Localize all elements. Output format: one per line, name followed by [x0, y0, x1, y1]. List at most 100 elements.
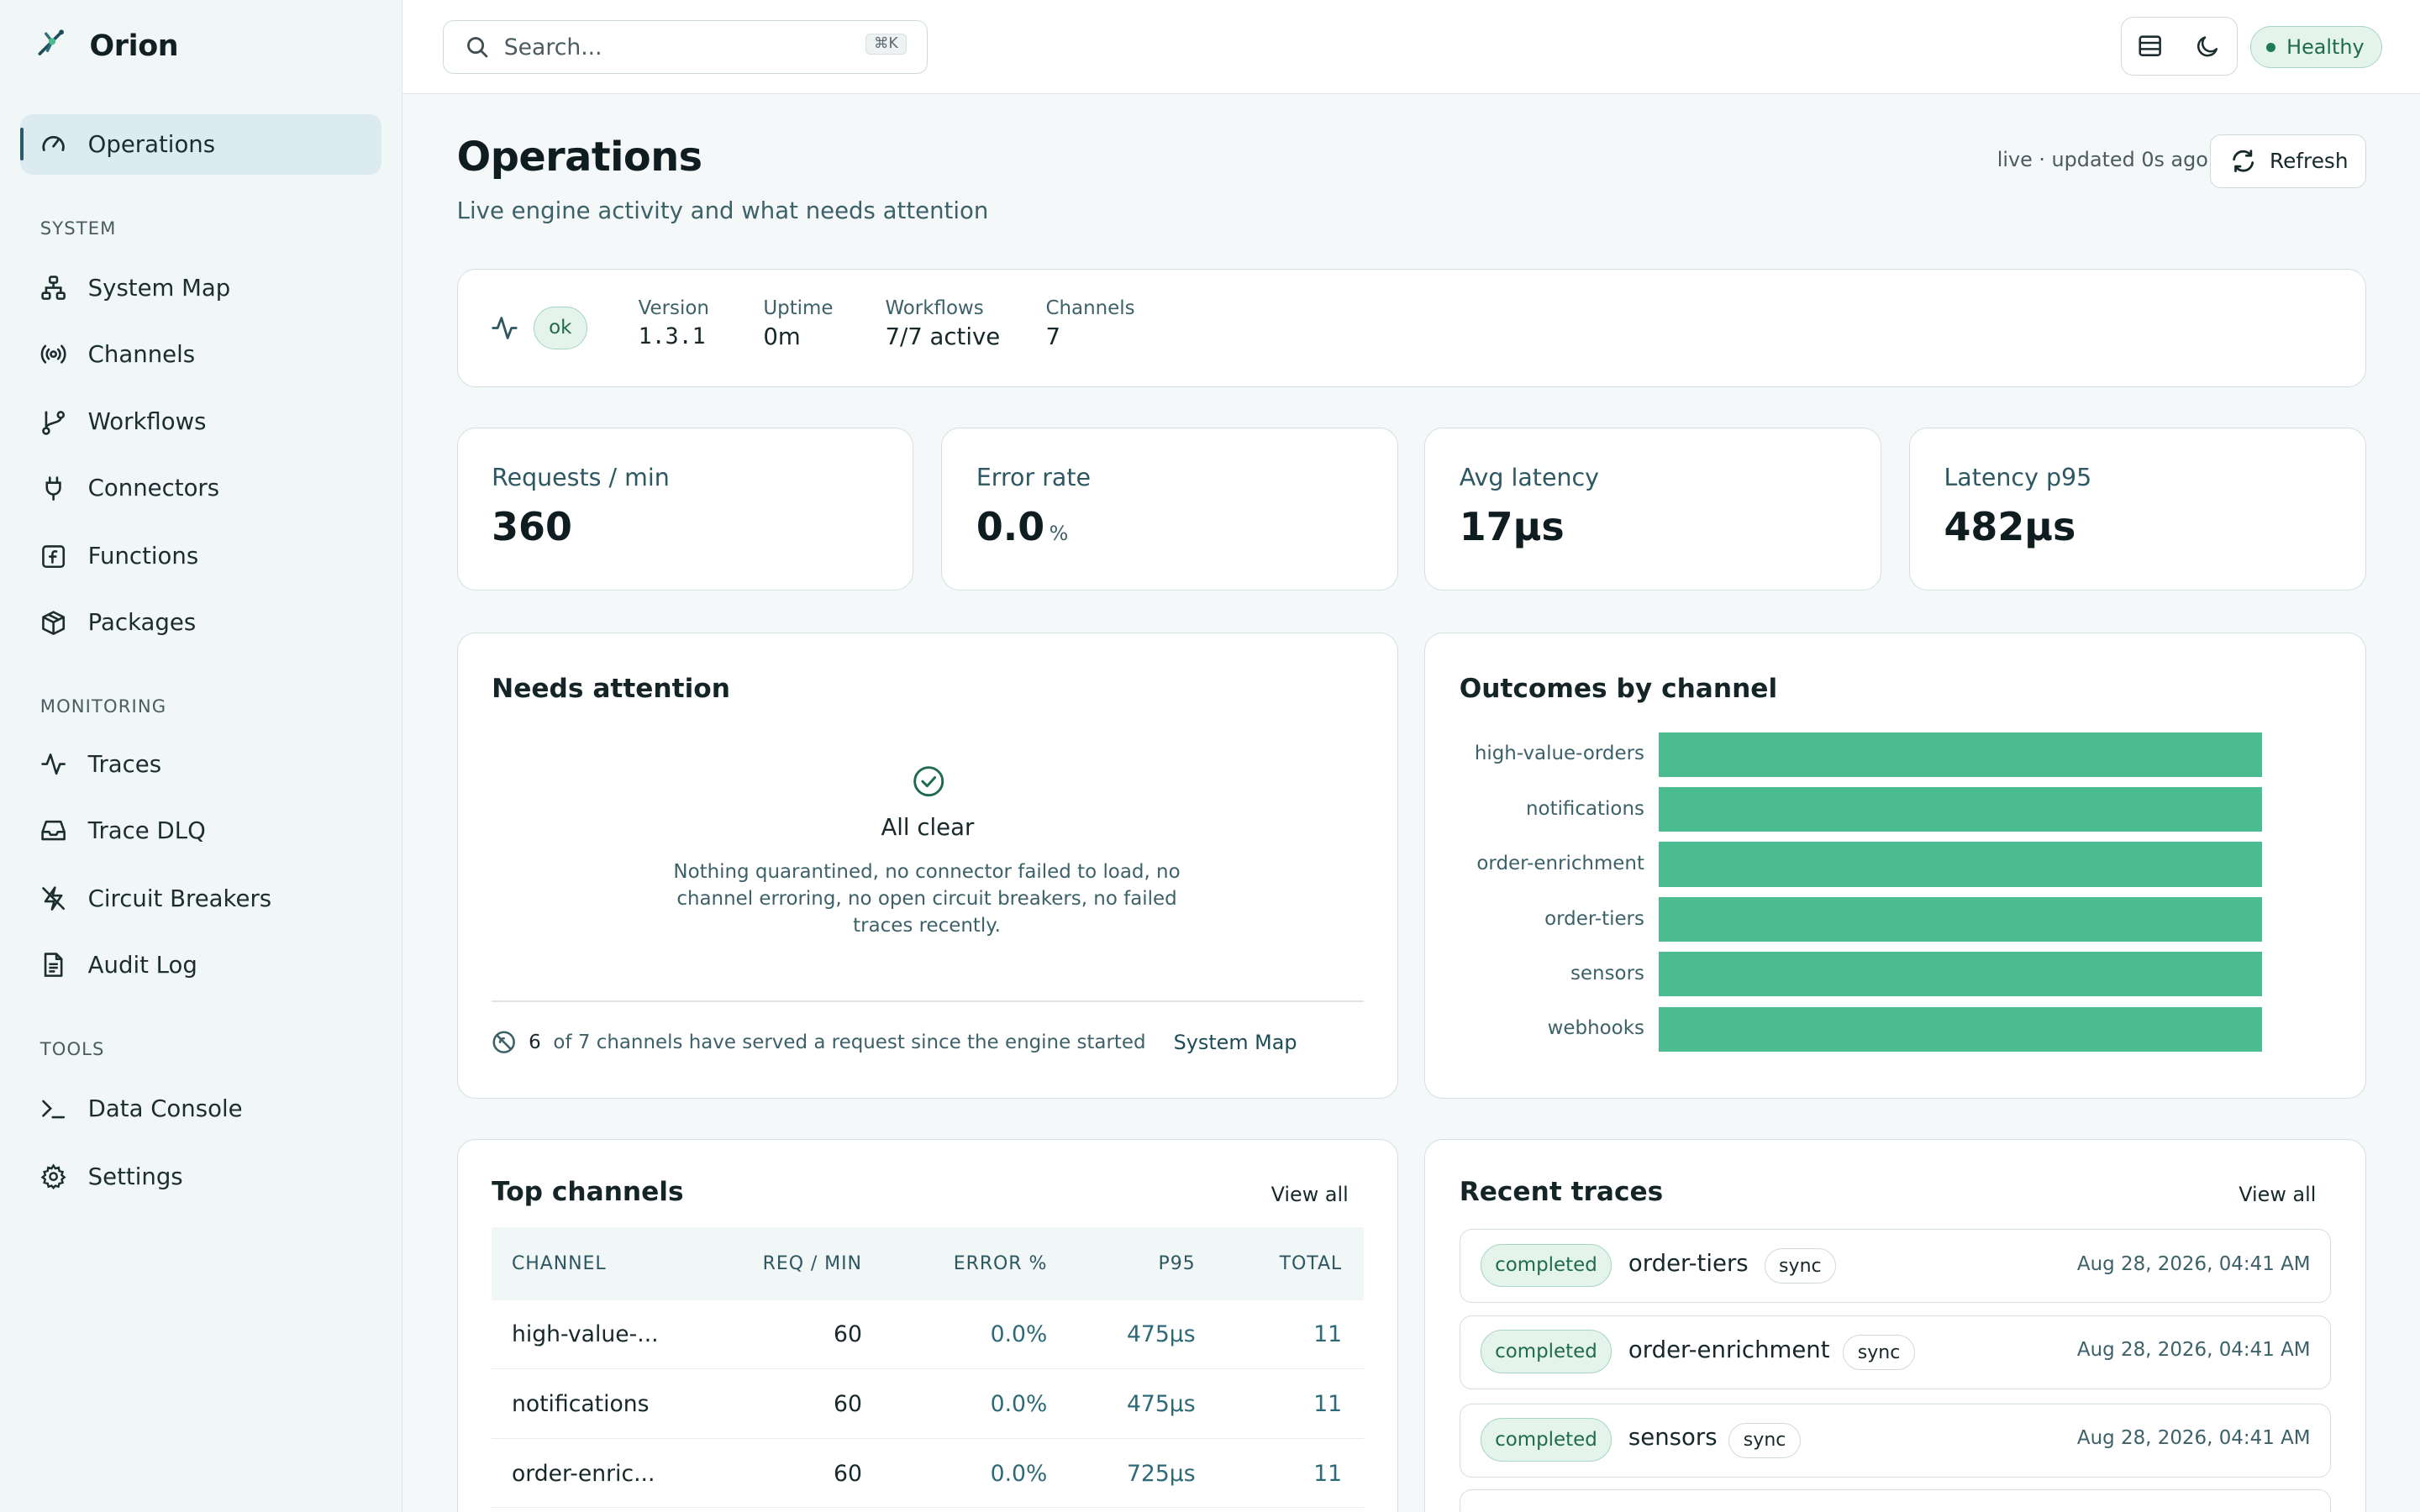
column-header[interactable]: REQ / MIN — [762, 1253, 862, 1275]
trace-time: Aug 28, 2026, 04:41 AM — [2076, 1427, 2311, 1450]
column-header[interactable]: ERROR % — [953, 1253, 1048, 1275]
trace-name: sensors — [1628, 1424, 1718, 1452]
health-status-badge[interactable]: Healthy — [2249, 26, 2382, 68]
uptime-stat: Uptime 0m — [763, 297, 833, 351]
bar[interactable] — [1658, 952, 2262, 997]
section-label-system: SYSTEM — [39, 217, 117, 239]
sidebar-item-traces[interactable]: Traces — [20, 734, 381, 795]
radio-broadcast-icon — [40, 344, 66, 364]
sidebar-item-label: Channels — [87, 340, 196, 368]
sidebar-item-settings[interactable]: Settings — [20, 1147, 381, 1207]
channel-name: high-value-... — [511, 1321, 659, 1348]
bar-label: sensors — [1570, 962, 1644, 984]
sidebar-item-label: Settings — [87, 1163, 183, 1190]
view-all-channels-link[interactable]: View all — [1270, 1182, 1349, 1206]
check-circle-icon — [913, 766, 944, 797]
search-input[interactable]: Search... ⌘K — [443, 19, 928, 75]
total: 11 — [1313, 1390, 1343, 1417]
total: 11 — [1313, 1460, 1343, 1487]
column-header[interactable]: CHANNEL — [511, 1253, 607, 1275]
all-clear-title: All clear — [881, 813, 975, 841]
theme-toggle-button[interactable] — [2179, 18, 2237, 73]
outcomes-by-channel-panel: Outcomes by channel high-value-orders not… — [1424, 633, 2366, 1099]
activity-icon — [41, 753, 66, 775]
bar-label: order-tiers — [1544, 907, 1644, 930]
sidebar-item-data-console[interactable]: Data Console — [20, 1079, 381, 1139]
channel-name: notifications — [511, 1390, 650, 1417]
sidebar-item-functions[interactable]: Functions — [20, 526, 381, 586]
metric-card-latency-p95: Latency p95 482μs — [1909, 427, 2366, 591]
trace-row[interactable]: completed order-tiers sync Aug 28, 2026,… — [1459, 1229, 2332, 1304]
bar-label: webhooks — [1547, 1017, 1644, 1040]
plug-icon — [45, 476, 61, 501]
table-row[interactable]: order-enric... 60 0.0% 725μs 11 — [492, 1441, 1364, 1509]
view-all-traces-link[interactable]: View all — [2238, 1182, 2317, 1206]
gauge-icon — [42, 136, 65, 152]
sidebar-item-system-map[interactable]: System Map — [20, 258, 381, 318]
sidebar-item-label: Traces — [87, 751, 162, 779]
bar[interactable] — [1658, 842, 2262, 887]
workflows-label: Workflows — [885, 297, 984, 319]
refresh-icon — [2233, 150, 2254, 173]
trace-mode-badge: sync — [1764, 1248, 1837, 1284]
trace-time: Aug 28, 2026, 04:41 AM — [2076, 1339, 2311, 1362]
sidebar-item-packages[interactable]: Packages — [20, 592, 381, 653]
column-header[interactable]: P95 — [1158, 1253, 1196, 1275]
section-label-monitoring: MONITORING — [39, 696, 167, 717]
panel-title: Needs attention — [492, 673, 730, 704]
error-pct: 0.0% — [990, 1390, 1048, 1417]
recent-traces-panel: Recent traces View all completed order-t… — [1424, 1138, 2366, 1512]
metric-label: Avg latency — [1459, 464, 1599, 491]
trace-row[interactable]: completed sensors sync Aug 28, 2026, 04:… — [1459, 1403, 2332, 1478]
sidebar-item-workflows[interactable]: Workflows — [20, 392, 381, 453]
bar-label: notifications — [1526, 797, 1644, 820]
file-text-icon — [44, 953, 63, 978]
p95: 725μs — [1126, 1460, 1196, 1487]
layout-toggle-button[interactable] — [2122, 18, 2180, 73]
trace-time: Aug 28, 2026, 04:41 AM — [2076, 1252, 2311, 1275]
bar[interactable] — [1658, 786, 2262, 832]
package-icon — [41, 610, 65, 635]
sidebar-item-circuit-breakers[interactable]: Circuit Breakers — [20, 869, 381, 929]
bar[interactable] — [1658, 732, 2262, 777]
activity-icon — [492, 317, 518, 339]
sidebar-item-trace-dlq[interactable]: Trace DLQ — [20, 801, 381, 861]
served-text: of 7 channels have served a request sinc… — [553, 1031, 1146, 1053]
sidebar-item-operations[interactable]: Operations — [19, 113, 381, 175]
brand[interactable]: Orion — [0, 0, 402, 92]
refresh-button[interactable]: Refresh — [2210, 134, 2366, 189]
column-header[interactable]: TOTAL — [1279, 1253, 1343, 1275]
workflows-stat: Workflows 7/7 active — [885, 297, 1000, 351]
system-map-link[interactable]: System Map — [1173, 1030, 1297, 1054]
app-name: Orion — [89, 29, 179, 64]
bar-label: order-enrichment — [1476, 853, 1644, 875]
terminal-icon — [41, 1100, 65, 1119]
table-header: CHANNEL REQ / MIN ERROR % P95 TOTAL — [492, 1227, 1364, 1300]
error-pct: 0.0% — [990, 1460, 1048, 1487]
search-icon — [466, 37, 488, 58]
sidebar-item-connectors[interactable]: Connectors — [20, 459, 381, 519]
trace-name: order-tiers — [1628, 1249, 1749, 1277]
engine-status-card: ok Version 1.3.1 Uptime 0m Workflows 7/7… — [456, 268, 2366, 387]
refresh-label: Refresh — [2269, 149, 2349, 174]
trace-row[interactable] — [1459, 1489, 2332, 1512]
trace-row[interactable]: completed order-enrichment sync Aug 28, … — [1459, 1315, 2332, 1390]
table-row[interactable]: notifications 60 0.0% 475μs 11 — [492, 1371, 1364, 1439]
git-branch-icon — [41, 410, 65, 435]
table-row[interactable]: high-value-... 60 0.0% 475μs 11 — [492, 1301, 1364, 1370]
workflows-value: 7/7 active — [885, 323, 1001, 351]
gear-icon — [40, 1163, 66, 1189]
sidebar-item-label: Packages — [87, 609, 197, 637]
sidebar-item-label: Circuit Breakers — [87, 885, 272, 912]
trace-mode-badge: sync — [1728, 1422, 1801, 1458]
bar[interactable] — [1658, 896, 2262, 942]
channels-stat: Channels 7 — [1045, 297, 1134, 351]
top-channels-panel: Top channels View all CHANNEL REQ / MIN … — [456, 1138, 1399, 1512]
sidebar-item-channels[interactable]: Channels — [20, 324, 381, 385]
panel-title: Recent traces — [1459, 1176, 1664, 1207]
zap-off-icon — [41, 886, 65, 911]
sidebar-item-label: Operations — [87, 130, 216, 158]
sidebar-item-audit-log[interactable]: Audit Log — [20, 935, 381, 995]
bar[interactable] — [1658, 1006, 2262, 1052]
bar-label: high-value-orders — [1474, 743, 1644, 765]
